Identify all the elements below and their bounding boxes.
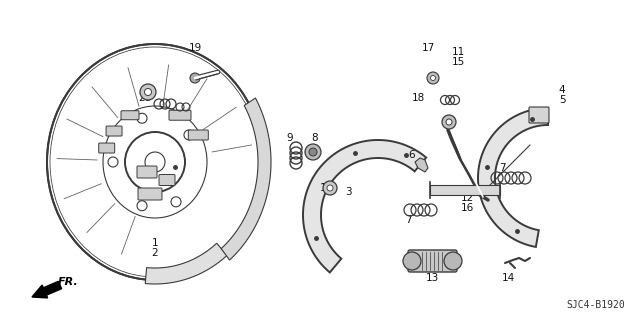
Circle shape: [403, 252, 421, 270]
Text: 20: 20: [138, 93, 152, 103]
FancyBboxPatch shape: [188, 130, 208, 140]
FancyBboxPatch shape: [99, 143, 115, 153]
Text: 1: 1: [152, 238, 158, 248]
Circle shape: [305, 144, 321, 160]
Circle shape: [442, 115, 456, 129]
Text: 9: 9: [287, 133, 293, 143]
FancyBboxPatch shape: [529, 107, 549, 123]
Text: 6: 6: [409, 150, 415, 160]
Circle shape: [140, 84, 156, 100]
FancyBboxPatch shape: [121, 111, 139, 120]
Text: FR.: FR.: [58, 277, 79, 287]
Circle shape: [323, 181, 337, 195]
Text: 15: 15: [451, 57, 465, 67]
FancyBboxPatch shape: [137, 166, 157, 178]
Circle shape: [427, 72, 439, 84]
Text: 17: 17: [421, 43, 435, 53]
Text: 2: 2: [152, 248, 158, 258]
Polygon shape: [415, 158, 428, 172]
Text: 4: 4: [559, 85, 565, 95]
Text: SJC4-B1920: SJC4-B1920: [566, 300, 625, 310]
FancyBboxPatch shape: [430, 185, 500, 195]
FancyBboxPatch shape: [408, 250, 457, 272]
Text: 16: 16: [460, 203, 474, 213]
FancyBboxPatch shape: [138, 188, 162, 200]
Text: 14: 14: [501, 273, 515, 283]
Text: 19: 19: [188, 43, 202, 53]
Polygon shape: [478, 108, 548, 247]
Circle shape: [145, 88, 152, 95]
Circle shape: [190, 73, 200, 83]
Polygon shape: [303, 140, 426, 272]
FancyBboxPatch shape: [106, 126, 122, 136]
FancyBboxPatch shape: [159, 174, 175, 186]
Text: 7: 7: [404, 215, 412, 225]
Text: 8: 8: [312, 133, 318, 143]
Polygon shape: [221, 98, 271, 260]
Text: 13: 13: [426, 273, 438, 283]
Circle shape: [431, 76, 435, 80]
Text: 5: 5: [559, 95, 565, 105]
FancyArrow shape: [32, 281, 61, 298]
Circle shape: [327, 185, 333, 191]
Text: 3: 3: [345, 187, 351, 197]
Circle shape: [309, 148, 317, 156]
Text: 11: 11: [451, 47, 465, 57]
Text: 12: 12: [460, 193, 474, 203]
Circle shape: [446, 119, 452, 125]
Text: 18: 18: [412, 93, 424, 103]
Circle shape: [444, 252, 462, 270]
Text: 10: 10: [319, 183, 333, 193]
Polygon shape: [145, 243, 227, 284]
FancyBboxPatch shape: [169, 110, 191, 120]
Text: 7: 7: [499, 163, 506, 173]
